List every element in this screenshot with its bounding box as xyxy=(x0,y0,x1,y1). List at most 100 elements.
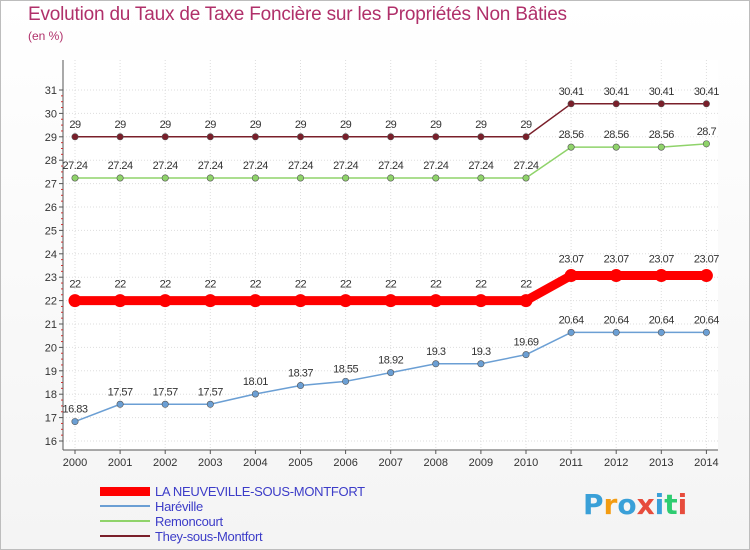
data-point xyxy=(251,390,259,398)
x-tick-label: 2011 xyxy=(559,457,583,469)
data-point xyxy=(161,400,169,408)
data-point xyxy=(702,100,710,108)
logo-letter: o xyxy=(617,488,637,521)
legend-swatch xyxy=(100,505,150,507)
x-tick-label: 2003 xyxy=(198,457,222,469)
x-tick-label: 2002 xyxy=(153,457,177,469)
data-label: 17.57 xyxy=(198,386,223,398)
data-label: 22 xyxy=(430,279,442,291)
data-label: 22 xyxy=(520,279,532,291)
data-point xyxy=(248,294,262,308)
data-point xyxy=(609,269,623,283)
data-label: 22 xyxy=(205,279,217,291)
legend-label: Haréville xyxy=(155,499,203,514)
data-label: 23.07 xyxy=(559,254,584,266)
data-point xyxy=(432,360,440,368)
data-label: 28.56 xyxy=(604,129,629,141)
data-point xyxy=(477,360,485,368)
logo-letter: t xyxy=(664,488,678,521)
data-point xyxy=(567,143,575,151)
data-label: 27.24 xyxy=(333,160,358,172)
x-tick-label: 2008 xyxy=(424,457,448,469)
y-tick-label: 16 xyxy=(45,436,57,448)
y-tick-label: 18 xyxy=(45,389,57,401)
data-point xyxy=(429,294,443,308)
data-point xyxy=(657,328,665,336)
data-label: 27.24 xyxy=(198,160,223,172)
data-point xyxy=(657,100,665,108)
data-label: 29 xyxy=(250,119,262,131)
x-tick-label: 2000 xyxy=(63,457,87,469)
data-point xyxy=(432,133,440,141)
unit-label: (en %) xyxy=(28,29,64,43)
data-label: 22 xyxy=(69,279,81,291)
y-tick-label: 25 xyxy=(45,225,57,237)
data-point xyxy=(161,174,169,182)
y-tick-label: 27 xyxy=(45,179,57,191)
data-label: 17.57 xyxy=(108,386,133,398)
data-point xyxy=(567,100,575,108)
legend-label: Remoncourt xyxy=(155,514,223,529)
data-label: 18.01 xyxy=(243,376,268,388)
logo-letter: r xyxy=(603,488,618,521)
data-label: 30.41 xyxy=(559,86,584,98)
data-point xyxy=(612,100,620,108)
data-label: 16.83 xyxy=(62,404,87,416)
data-label: 27.24 xyxy=(243,160,268,172)
y-tick-label: 29 xyxy=(45,132,57,144)
data-point xyxy=(477,174,485,182)
data-point xyxy=(654,269,668,283)
data-point xyxy=(71,133,79,141)
data-point xyxy=(296,174,304,182)
data-point xyxy=(519,294,533,308)
data-label: 29 xyxy=(160,119,172,131)
data-label: 20.64 xyxy=(559,314,584,326)
data-label: 28.7 xyxy=(697,126,717,138)
data-label: 27.24 xyxy=(153,160,178,172)
data-label: 18.37 xyxy=(288,368,313,380)
data-point xyxy=(387,174,395,182)
data-label: 18.92 xyxy=(378,355,403,367)
y-tick-label: 28 xyxy=(45,155,57,167)
y-tick-label: 23 xyxy=(45,272,57,284)
data-label: 22 xyxy=(250,279,262,291)
data-label: 23.07 xyxy=(694,254,719,266)
data-label: 29 xyxy=(475,119,487,131)
data-point xyxy=(477,133,485,141)
legend-label: LA NEUVEVILLE-SOUS-MONTFORT xyxy=(155,484,365,499)
y-tick-label: 21 xyxy=(45,319,57,331)
data-point xyxy=(702,328,710,336)
data-point xyxy=(474,294,488,308)
data-label: 22 xyxy=(340,279,352,291)
data-label: 27.24 xyxy=(423,160,448,172)
data-point xyxy=(158,294,172,308)
data-point xyxy=(251,174,259,182)
x-tick-label: 2004 xyxy=(243,457,267,469)
data-label: 19.3 xyxy=(471,346,491,358)
data-point xyxy=(699,269,713,283)
legend-swatch xyxy=(100,520,150,522)
data-point xyxy=(342,174,350,182)
data-label: 29 xyxy=(385,119,397,131)
data-label: 20.64 xyxy=(604,314,629,326)
data-label: 20.64 xyxy=(694,314,719,326)
data-point xyxy=(116,400,124,408)
data-label: 22 xyxy=(295,279,307,291)
data-label: 27.24 xyxy=(108,160,133,172)
data-label: 19.69 xyxy=(513,337,538,349)
data-label: 28.56 xyxy=(649,129,674,141)
y-tick-label: 26 xyxy=(45,202,57,214)
data-label: 22 xyxy=(114,279,126,291)
data-label: 22 xyxy=(160,279,172,291)
data-label: 23.07 xyxy=(604,254,629,266)
data-point xyxy=(116,133,124,141)
data-point xyxy=(294,294,307,308)
proxiti-logo: Proxiti xyxy=(583,488,687,521)
data-label: 29 xyxy=(430,119,442,131)
data-label: 18.55 xyxy=(333,363,358,375)
data-point xyxy=(71,418,79,426)
data-label: 28.56 xyxy=(559,129,584,141)
data-point xyxy=(432,174,440,182)
data-point xyxy=(296,133,304,141)
